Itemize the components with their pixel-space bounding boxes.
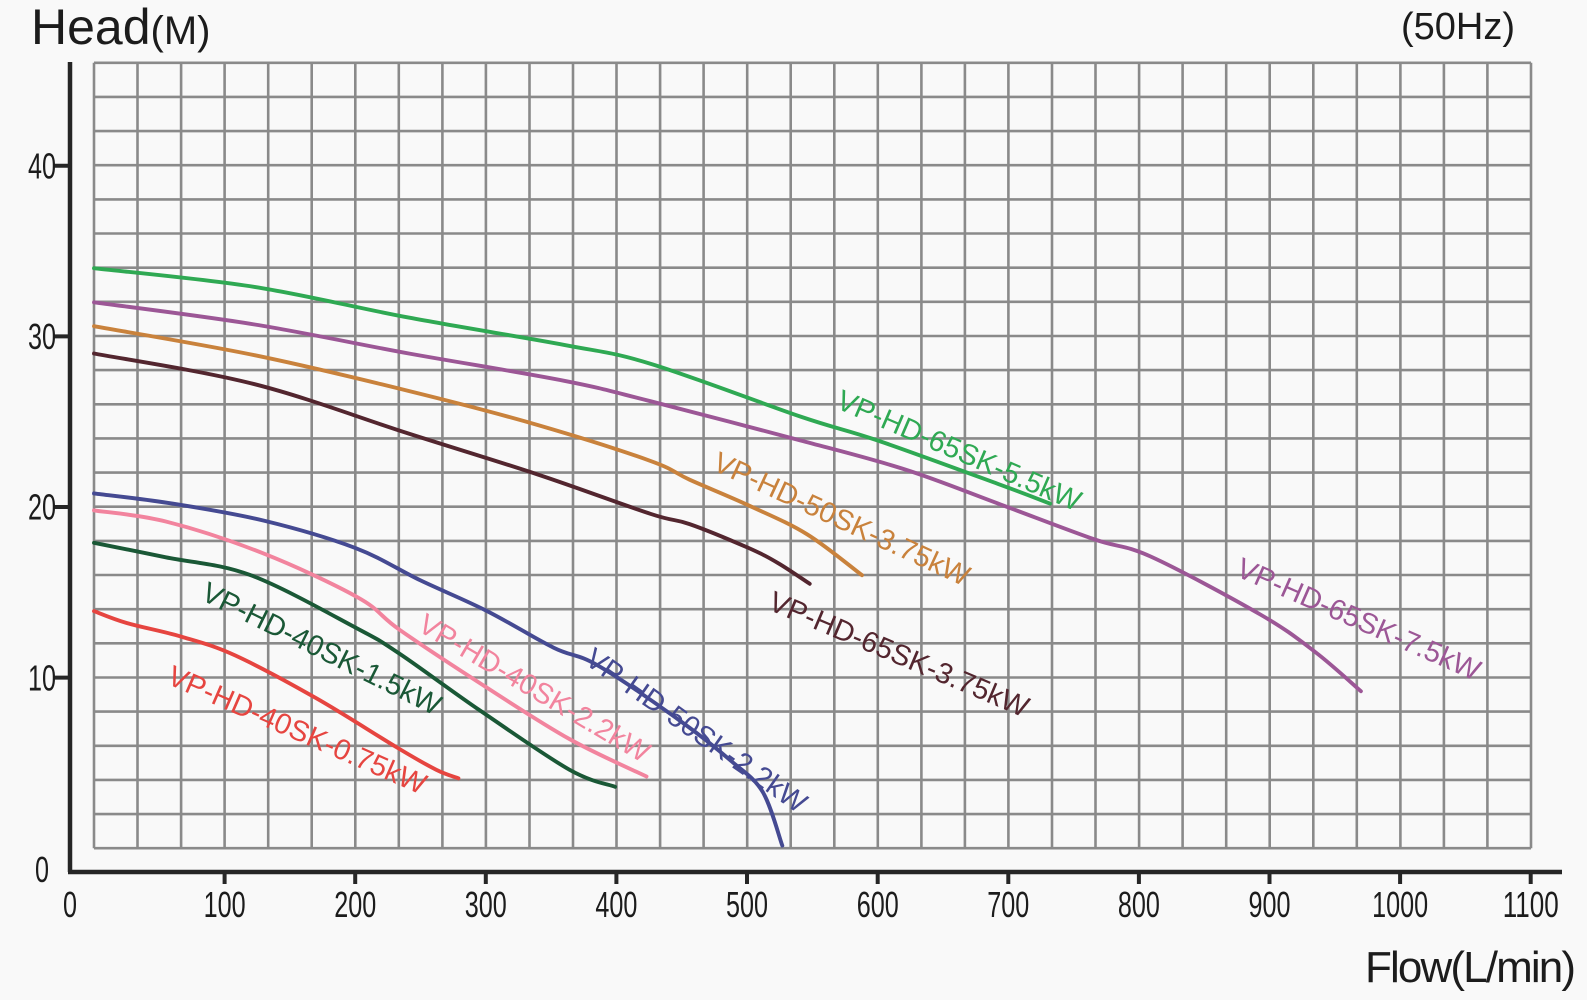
svg-text:600: 600	[857, 884, 899, 925]
svg-text:200: 200	[334, 884, 376, 925]
svg-text:700: 700	[987, 884, 1029, 925]
svg-text:0: 0	[63, 884, 77, 925]
svg-text:40: 40	[28, 146, 56, 187]
svg-text:100: 100	[204, 884, 246, 925]
svg-text:800: 800	[1118, 884, 1160, 925]
svg-text:1100: 1100	[1503, 884, 1559, 925]
svg-text:1000: 1000	[1372, 884, 1428, 925]
svg-text:Head(M): Head(M)	[31, 0, 211, 55]
svg-text:0: 0	[35, 849, 49, 890]
svg-text:30: 30	[28, 316, 56, 357]
svg-text:900: 900	[1249, 884, 1291, 925]
svg-text:(50Hz): (50Hz)	[1401, 6, 1515, 48]
svg-text:Flow(L/min): Flow(L/min)	[1365, 943, 1576, 992]
svg-text:400: 400	[595, 884, 637, 925]
svg-text:300: 300	[465, 884, 507, 925]
svg-text:20: 20	[28, 487, 56, 528]
svg-text:500: 500	[726, 884, 768, 925]
svg-text:10: 10	[28, 657, 56, 698]
